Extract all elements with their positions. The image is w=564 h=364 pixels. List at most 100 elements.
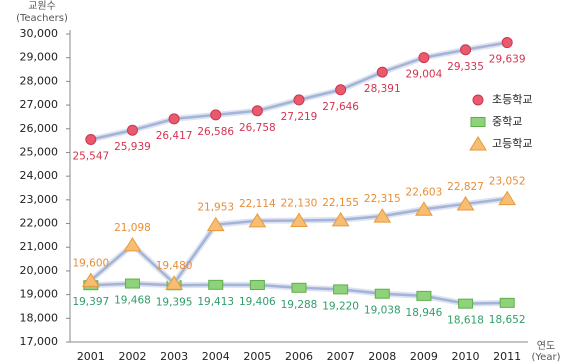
- point: [469, 136, 487, 151]
- x-tick-label: 2001: [77, 350, 105, 363]
- x-tick-label: 2011: [493, 350, 521, 363]
- value-label: 29,004: [406, 69, 443, 81]
- point: [374, 288, 390, 299]
- series-line-shadow: [88, 195, 508, 288]
- x-axis-subtitle: (Year): [532, 352, 561, 363]
- point: [499, 297, 515, 308]
- point: [168, 113, 180, 125]
- point: [123, 236, 142, 252]
- y-tick-label: 26,000: [20, 122, 59, 135]
- point: [81, 272, 100, 287]
- x-tick-label: 2009: [410, 350, 438, 363]
- point: [470, 117, 486, 127]
- value-label: 18,618: [447, 315, 484, 327]
- point: [248, 212, 267, 228]
- y-tick-label: 23,000: [20, 193, 59, 206]
- value-label: 25,939: [114, 141, 151, 153]
- y-tick-label: 28,000: [20, 74, 59, 87]
- y-tick-label: 29,000: [20, 51, 59, 64]
- x-tick-label: 2003: [160, 350, 188, 363]
- value-label: 18,652: [489, 314, 526, 326]
- x-axis-title: 연도: [537, 340, 555, 352]
- y-axis-subtitle: (Teachers): [16, 13, 68, 24]
- legend-label: 고등학교: [492, 137, 532, 150]
- point: [85, 134, 97, 146]
- point: [415, 201, 433, 216]
- point: [458, 298, 474, 309]
- value-label: 26,586: [197, 126, 234, 138]
- x-tick-label: 2010: [452, 350, 480, 363]
- value-label: 19,413: [197, 296, 234, 308]
- x-tick-label: 2002: [118, 350, 146, 363]
- point: [210, 109, 222, 121]
- point: [498, 190, 517, 206]
- y-tick-label: 19,000: [20, 288, 59, 301]
- point: [501, 37, 513, 49]
- value-label: 22,130: [281, 197, 318, 209]
- point: [472, 94, 484, 106]
- series-line: [90, 197, 508, 286]
- value-label: 21,098: [114, 222, 151, 234]
- point: [416, 290, 432, 301]
- value-label: 23,052: [489, 176, 526, 188]
- value-label: 21,953: [197, 202, 234, 214]
- y-tick-label: 24,000: [20, 169, 59, 182]
- point: [290, 212, 308, 227]
- point: [335, 84, 347, 96]
- point: [208, 279, 224, 290]
- point: [418, 52, 430, 64]
- value-label: 22,155: [322, 197, 359, 209]
- value-label: 27,646: [322, 101, 359, 113]
- value-label: 19,397: [72, 296, 109, 308]
- point: [460, 44, 472, 56]
- value-label: 19,395: [156, 296, 193, 308]
- point: [251, 105, 263, 117]
- point: [249, 279, 265, 290]
- point: [373, 208, 392, 223]
- legend-label: 초등학교: [492, 93, 532, 106]
- point: [331, 211, 350, 227]
- y-tick-label: 21,000: [20, 240, 59, 253]
- value-label: 19,220: [322, 300, 359, 312]
- value-label: 19,600: [72, 257, 109, 269]
- y-tick-label: 17,000: [20, 335, 59, 348]
- y-tick-label: 27,000: [20, 98, 59, 111]
- y-tick-label: 25,000: [20, 145, 59, 158]
- value-label: 27,219: [281, 111, 318, 123]
- value-label: 22,315: [364, 193, 401, 205]
- point: [124, 278, 140, 289]
- value-label: 26,758: [239, 122, 276, 134]
- value-label: 19,038: [364, 305, 401, 317]
- value-label: 19,480: [156, 260, 193, 272]
- point: [165, 275, 183, 290]
- point: [333, 284, 349, 295]
- x-tick-label: 2004: [202, 350, 230, 363]
- value-label: 22,114: [239, 198, 276, 210]
- y-tick-label: 18,000: [20, 311, 59, 324]
- series-line: [90, 41, 508, 141]
- value-label: 29,639: [489, 54, 526, 66]
- point: [456, 195, 475, 211]
- value-label: 26,417: [156, 130, 193, 142]
- y-tick-label: 30,000: [20, 27, 59, 40]
- value-label: 18,946: [406, 307, 443, 319]
- point: [291, 282, 307, 293]
- legend-label: 중학교: [492, 115, 522, 128]
- x-tick-label: 2008: [368, 350, 396, 363]
- y-tick-label: 20,000: [20, 264, 59, 277]
- value-label: 29,335: [447, 61, 484, 73]
- point: [376, 66, 388, 78]
- value-label: 19,406: [239, 296, 276, 308]
- value-label: 22,827: [447, 181, 484, 193]
- point: [206, 216, 225, 232]
- x-tick-label: 2007: [327, 350, 355, 363]
- value-label: 22,603: [406, 186, 443, 198]
- point: [126, 124, 138, 136]
- point: [293, 94, 305, 106]
- value-label: 19,468: [114, 295, 151, 307]
- y-axis-title: 교원수: [28, 0, 56, 12]
- value-label: 28,391: [364, 83, 401, 95]
- x-tick-label: 2005: [243, 350, 271, 363]
- x-tick-label: 2006: [285, 350, 313, 363]
